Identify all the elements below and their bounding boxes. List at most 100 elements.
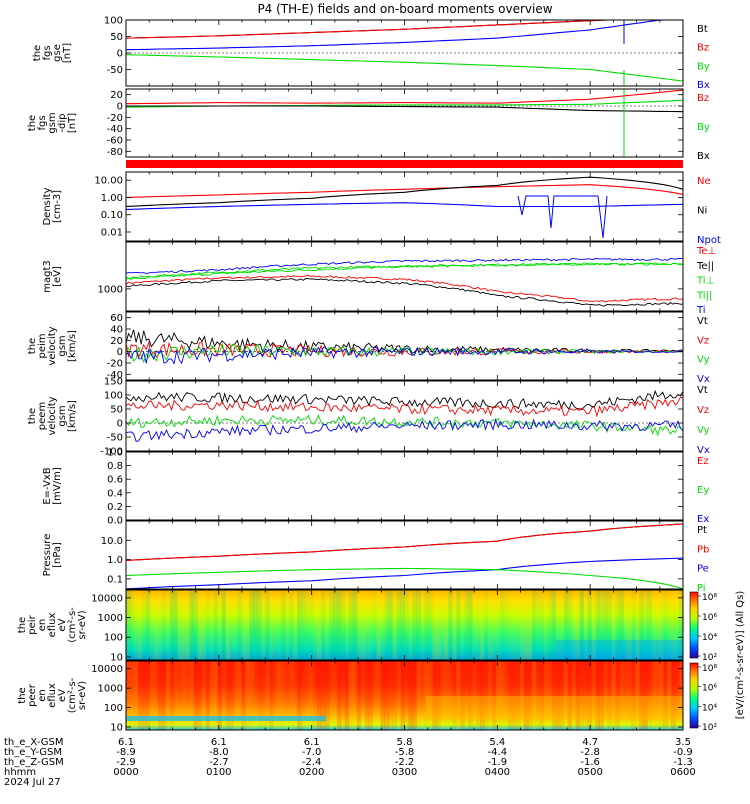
spectrogram-texture <box>575 661 581 730</box>
spectrogram-texture <box>460 661 465 730</box>
y-tick-label: 1000 <box>98 613 123 624</box>
spectrogram-texture <box>567 590 573 660</box>
spectrogram-texture <box>293 590 298 660</box>
spectrogram-texture <box>336 590 342 660</box>
spectrogram-texture <box>663 661 668 730</box>
spectrogram-texture <box>372 590 378 660</box>
series-line-ti⊥ <box>125 262 684 280</box>
spectrogram-texture <box>496 661 501 730</box>
footer-value: 0200 <box>299 767 324 778</box>
y-axis-label-line: the <box>17 617 28 633</box>
spectrogram-texture <box>396 590 402 660</box>
y-axis-label: E=-VxB[mV/m] <box>42 467 63 505</box>
spectrogram-texture <box>679 590 684 660</box>
spectrogram-texture <box>567 661 573 730</box>
y-tick-label: 0 <box>117 102 123 113</box>
spectrogram-texture <box>257 590 262 660</box>
footer-value: 0500 <box>577 767 602 778</box>
y-tick-label: 100 <box>104 16 123 27</box>
spectrogram-texture <box>647 661 652 730</box>
spectrogram-texture <box>599 590 604 660</box>
spectrogram-texture <box>523 590 529 660</box>
y-tick-label: -80 <box>107 147 123 158</box>
spectrogram-texture <box>436 661 441 730</box>
legend-vz: Vz <box>697 405 709 416</box>
y-tick-label: 10.0 <box>101 536 123 547</box>
spectrogram-texture <box>392 661 398 730</box>
low-energy-band <box>126 716 326 721</box>
legend-ne: Ne <box>697 176 711 187</box>
spectrogram-texture <box>595 661 600 730</box>
y-axis-label-line: [cm-3] <box>52 190 63 223</box>
legend-ti: Ti <box>696 305 706 316</box>
spectrogram-texture <box>559 661 565 730</box>
spectrogram-texture <box>273 590 278 660</box>
spectrogram-texture <box>507 661 513 730</box>
spectrogram-texture <box>603 590 608 660</box>
spectrogram-texture <box>129 590 135 660</box>
cool-region <box>556 640 683 660</box>
spectrogram-texture <box>253 661 258 730</box>
spectrogram-texture <box>153 661 159 730</box>
y-axis-label-line: velocity <box>47 326 58 365</box>
footer-row-label: th_e_Y-GSM <box>4 747 62 758</box>
spectrogram-texture <box>205 590 211 660</box>
spectrogram-texture <box>201 590 207 660</box>
spectrogram-texture <box>619 590 624 660</box>
spectrogram-texture <box>535 661 541 730</box>
spectrogram-texture <box>599 661 604 730</box>
spectrogram-texture <box>555 661 561 730</box>
spectrogram-texture <box>388 661 394 730</box>
panel-frame <box>125 520 684 590</box>
spectrogram-texture <box>305 661 310 730</box>
y-axis-label-line: peir <box>27 614 38 634</box>
panel-peer_spec: 10000 1000 100 10 thepeerenefluxeV(cm²-s-sr-… <box>17 660 684 733</box>
colorbar-tick-label: 10⁴ <box>702 703 717 713</box>
y-tick-label: 20 <box>110 90 123 101</box>
spectrogram-texture <box>324 590 330 660</box>
legend-te⊥: Te⊥ <box>696 246 716 257</box>
y-axis-label-line: velocity <box>47 396 58 435</box>
spectrogram-texture <box>667 661 672 730</box>
spectrogram-texture <box>328 590 334 660</box>
series-line-vz <box>125 340 684 359</box>
spectrogram-texture <box>667 590 672 660</box>
series-line-ti|| <box>125 262 684 279</box>
spectrogram-texture <box>659 590 664 660</box>
spectrogram-texture <box>380 590 386 660</box>
spectrogram-texture <box>209 661 215 730</box>
spectrogram-texture <box>659 661 664 730</box>
spectrogram-texture <box>217 590 222 660</box>
spectrogram-texture <box>157 590 163 660</box>
spectrogram-texture <box>145 590 151 660</box>
colorbar <box>689 662 699 729</box>
series-line-bx <box>125 19 683 51</box>
y-tick-label: 0 <box>117 347 123 358</box>
spectrogram-texture <box>368 661 374 730</box>
legend-pi: Pi <box>697 583 706 594</box>
y-tick-label: -100 <box>100 447 123 458</box>
spectrogram-texture <box>380 661 386 730</box>
spectrogram-texture <box>472 661 477 730</box>
spectrogram-texture <box>452 590 457 660</box>
y-tick-label: 10000 <box>91 593 123 604</box>
y-axis-label-line: sr-eV) <box>77 610 88 639</box>
spectrogram-texture <box>440 661 445 730</box>
spectrogram-texture <box>269 661 274 730</box>
figure-title: P4 (TH-E) fields and on-board moments ov… <box>257 2 552 16</box>
footer-value: -2.8 <box>580 747 600 758</box>
spectrogram-texture <box>285 661 290 730</box>
footer-value: 0000 <box>113 767 138 778</box>
y-tick-label: 1000 <box>98 684 123 695</box>
panel-fgs_gsm: 200-20-40-60-80 thefgsgsm-dip[nT] Bz By Bx <box>27 88 710 162</box>
spectrogram-texture <box>320 661 326 730</box>
spectrogram-texture <box>571 661 577 730</box>
y-tick-label: 1000 <box>98 284 123 295</box>
legend-bz: Bz <box>697 93 709 104</box>
spectrogram-texture <box>265 590 270 660</box>
footer-value: -2.9 <box>116 757 136 768</box>
footer-value: 0300 <box>392 767 417 778</box>
legend-ni: Ni <box>697 206 707 217</box>
legend-ti⊥: Ti⊥ <box>696 276 714 287</box>
